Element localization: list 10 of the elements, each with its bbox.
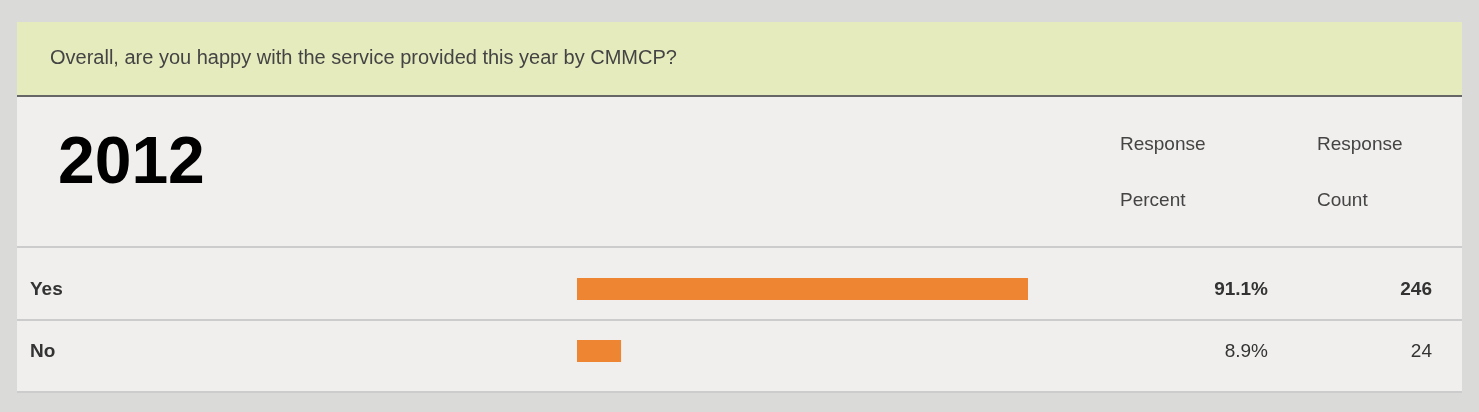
data-label: 91.1% <box>1214 278 1269 299</box>
y-tick-label: Yes <box>30 278 63 299</box>
text: Response Count <box>1317 133 1403 210</box>
text: 24 <box>1410 340 1433 361</box>
y-tick-label: No <box>30 340 56 361</box>
text: 246 <box>1400 278 1432 299</box>
chart-subtitle: 2012 <box>58 123 205 197</box>
text: Response Percent <box>1120 133 1206 210</box>
data-label: 8.9% <box>1224 340 1269 361</box>
text: Overall, are you happy with the service provided this year by CMMCP? <box>50 46 677 68</box>
